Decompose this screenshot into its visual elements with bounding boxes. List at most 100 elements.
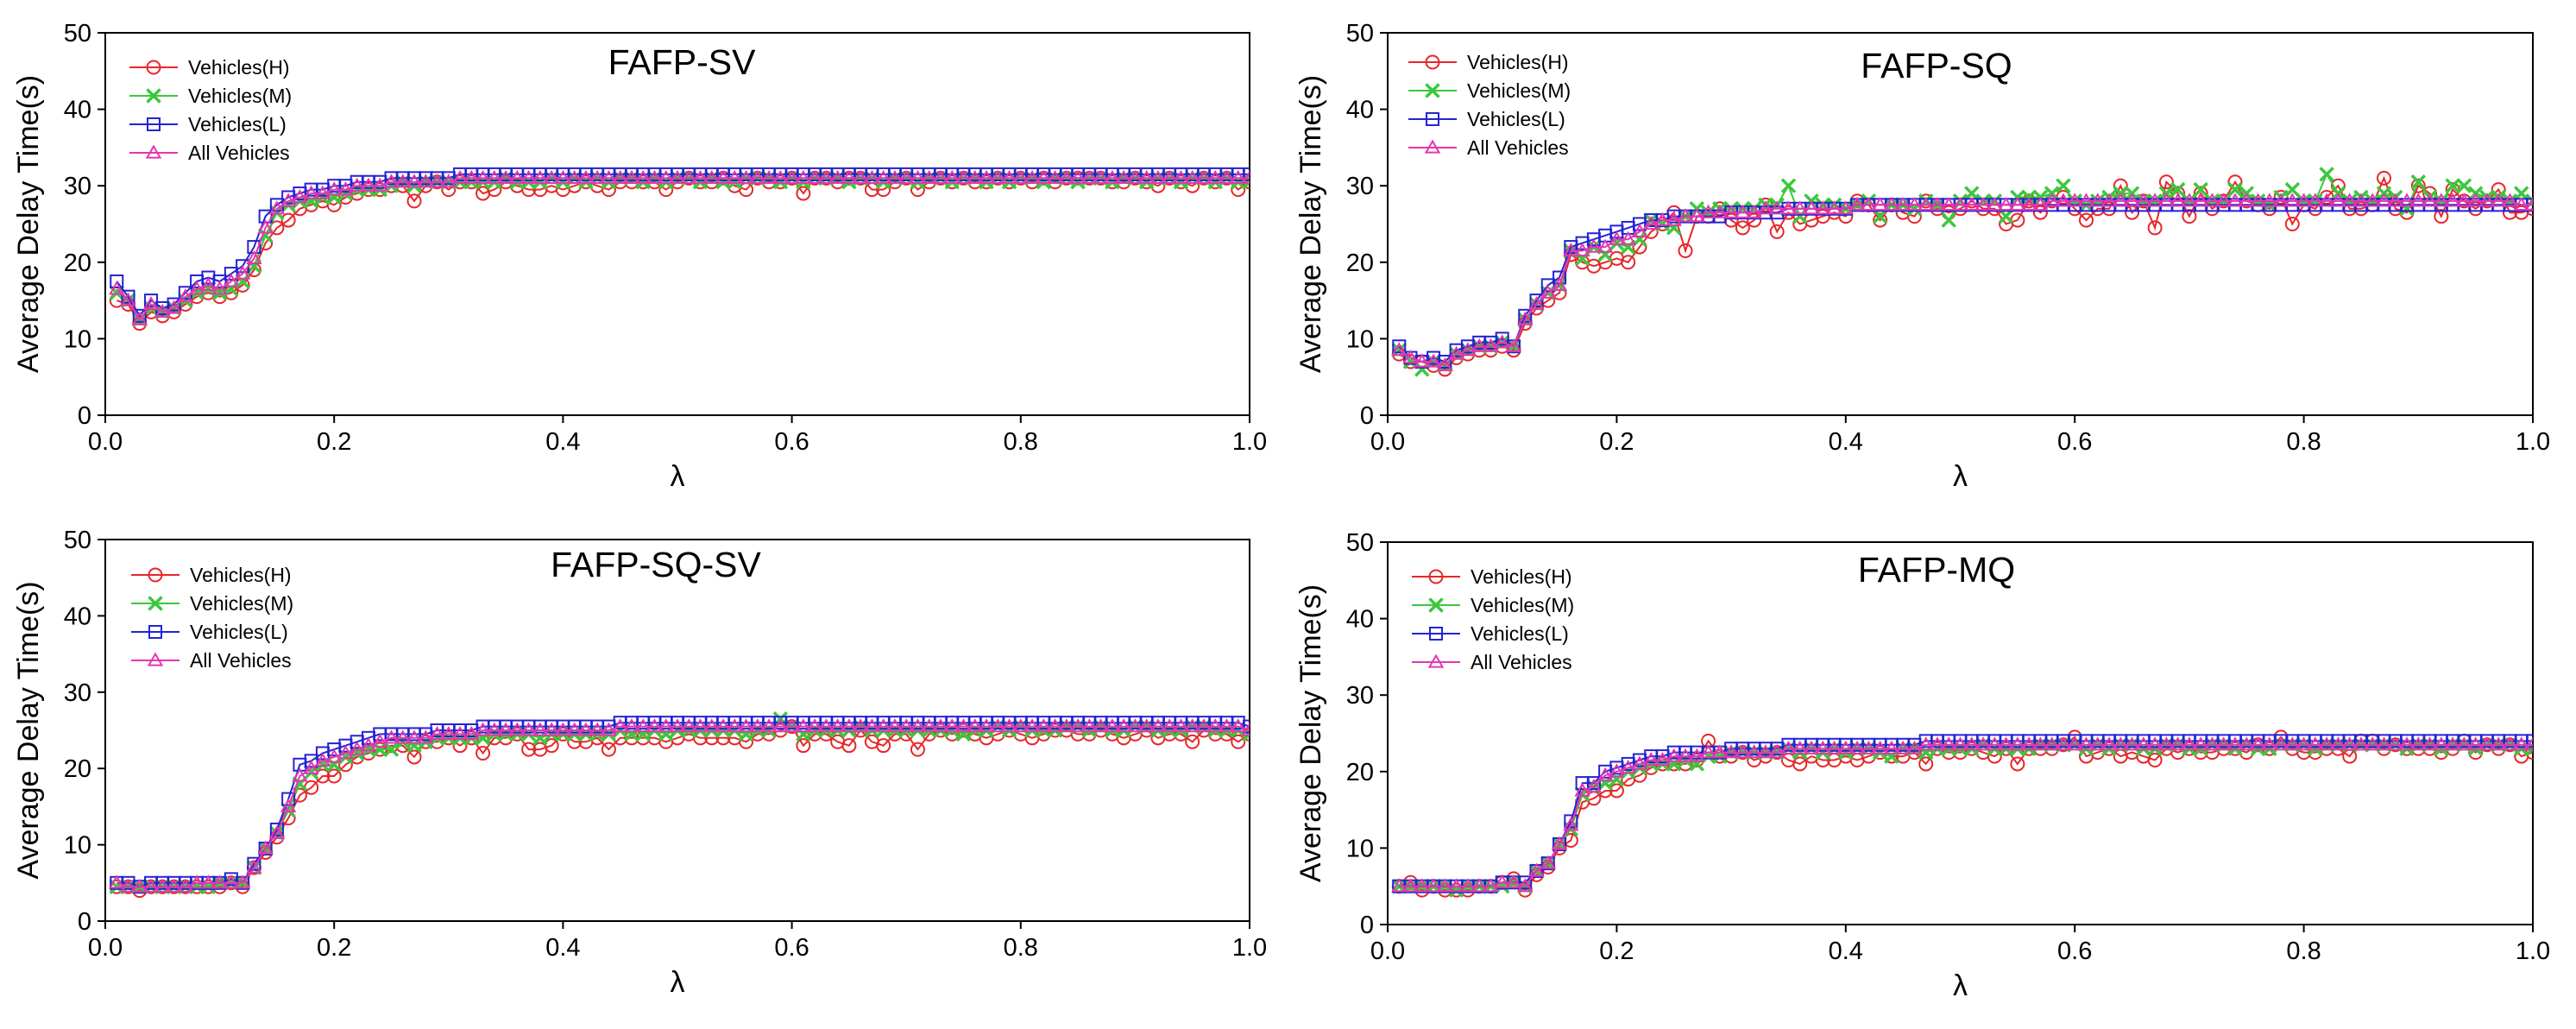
data-point (154, 303, 171, 319)
data-point (2192, 193, 2209, 207)
data-point (955, 726, 972, 742)
y-tick-label: 20 (1346, 249, 1374, 277)
y-tick-label: 10 (1346, 835, 1374, 862)
data-point (841, 718, 858, 733)
data-point (2526, 734, 2533, 748)
axis-ticks (98, 32, 1250, 423)
data-point (634, 718, 652, 733)
data-point (475, 730, 491, 746)
data-point (429, 174, 445, 188)
data-point (2192, 736, 2209, 751)
data-point (2284, 736, 2301, 751)
series-vehicles-l- (110, 716, 1250, 894)
data-point (1872, 740, 1888, 754)
data-point (1689, 756, 1705, 772)
legend-label-vehicles-l: Vehicles(L) (188, 113, 287, 136)
data-point (486, 169, 503, 184)
data-point (2352, 736, 2370, 751)
data-point (2020, 736, 2037, 751)
data-point (2181, 193, 2198, 207)
data-point (2010, 756, 2025, 772)
data-point (372, 742, 387, 757)
data-point (1104, 169, 1121, 184)
data-point (875, 169, 891, 184)
data-point (337, 181, 354, 196)
data-point (623, 169, 640, 184)
data-point (669, 718, 686, 733)
data-point (806, 718, 823, 733)
x-tick-label: 0.6 (2057, 937, 2092, 965)
data-point (360, 737, 377, 752)
data-point (2044, 193, 2060, 207)
data-point (1894, 740, 1912, 754)
y-tick-label: 20 (64, 755, 91, 783)
data-point (703, 169, 721, 184)
x-tick-label: 1.0 (2516, 428, 2550, 456)
data-point (211, 874, 228, 889)
data-point (1023, 169, 1041, 184)
data-point (2124, 736, 2140, 751)
data-point (566, 169, 583, 184)
data-point (543, 722, 560, 736)
data-point (1757, 744, 1774, 759)
data-point (2181, 736, 2198, 751)
data-point (2170, 186, 2186, 201)
legend-label-vehicles-h: Vehicles(H) (1467, 51, 1569, 73)
data-point (1837, 200, 1855, 215)
y-tick-label: 30 (1346, 173, 1374, 200)
data-point (166, 300, 182, 314)
data-point (451, 169, 469, 184)
data-point (555, 169, 571, 184)
data-point (2100, 736, 2118, 751)
data-point (1161, 169, 1178, 184)
series-line (1399, 740, 2533, 887)
data-point (2456, 178, 2472, 193)
legend-label-vehicles-m: Vehicles(M) (1467, 79, 1571, 102)
data-point (2272, 193, 2289, 207)
data-point (910, 169, 926, 184)
legend-label-vehicles-l: Vehicles(L) (1471, 622, 1569, 645)
data-point (2147, 220, 2163, 236)
data-point (2056, 178, 2071, 193)
data-point (1448, 345, 1464, 360)
data-point (2410, 174, 2427, 190)
data-point (703, 718, 721, 733)
legend-swatch-marker (1428, 569, 1444, 584)
data-point (1081, 169, 1098, 184)
legend-swatch-marker (147, 117, 161, 131)
data-point (303, 193, 319, 209)
data-point (246, 258, 262, 274)
legend-label-vehicles-m: Vehicles(M) (188, 85, 292, 107)
data-point (1230, 169, 1246, 184)
data-point (2490, 736, 2507, 751)
data-point (1093, 718, 1109, 733)
data-point (1711, 744, 1729, 759)
data-point (1243, 719, 1250, 734)
data-point (2352, 193, 2370, 207)
data-point (1768, 744, 1786, 759)
data-point (1012, 718, 1030, 733)
legend-swatch-marker (146, 60, 161, 75)
data-point (2044, 736, 2060, 751)
data-point (1206, 169, 1224, 184)
data-point (497, 169, 514, 184)
data-point (2273, 189, 2289, 205)
data-point (681, 169, 697, 184)
data-point (1023, 718, 1041, 733)
data-point (932, 169, 949, 184)
data-point (1998, 208, 2014, 224)
y-tick-label: 10 (1346, 325, 1374, 353)
data-point (1620, 759, 1636, 773)
data-point (2364, 736, 2381, 751)
data-point (1780, 178, 1797, 193)
data-point (589, 169, 606, 184)
data-point (2009, 736, 2026, 751)
y-tick-label: 10 (64, 325, 91, 353)
legend-swatch-marker (1427, 653, 1445, 668)
data-point (1564, 814, 1578, 829)
legend-label-all-vehicles: All Vehicles (188, 142, 290, 164)
data-point (1585, 238, 1603, 253)
data-point (1620, 230, 1636, 245)
data-point (1529, 294, 1544, 308)
data-point (634, 169, 652, 184)
